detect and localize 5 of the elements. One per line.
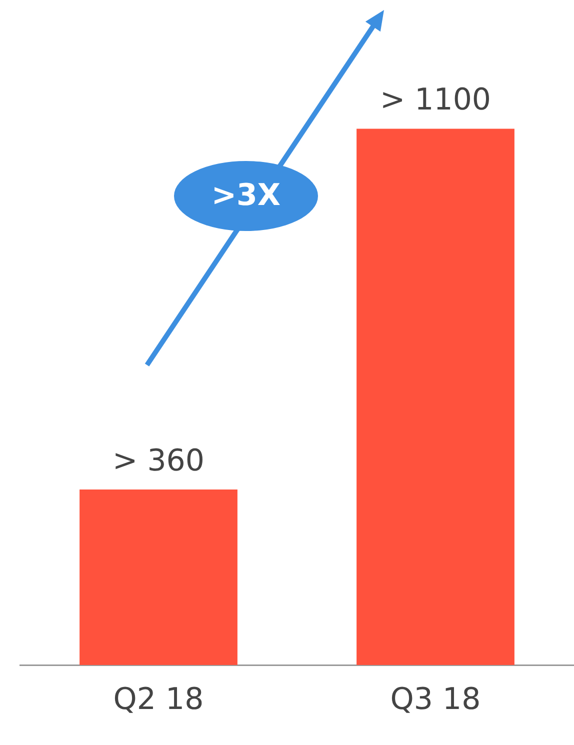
annotation: >3X xyxy=(210,177,282,215)
data-label: > 1100 xyxy=(380,82,492,118)
x-tick-label: Q3 18 xyxy=(390,682,481,717)
data-label: > 360 xyxy=(112,443,204,478)
x-tick-label: Q2 18 xyxy=(113,682,204,717)
